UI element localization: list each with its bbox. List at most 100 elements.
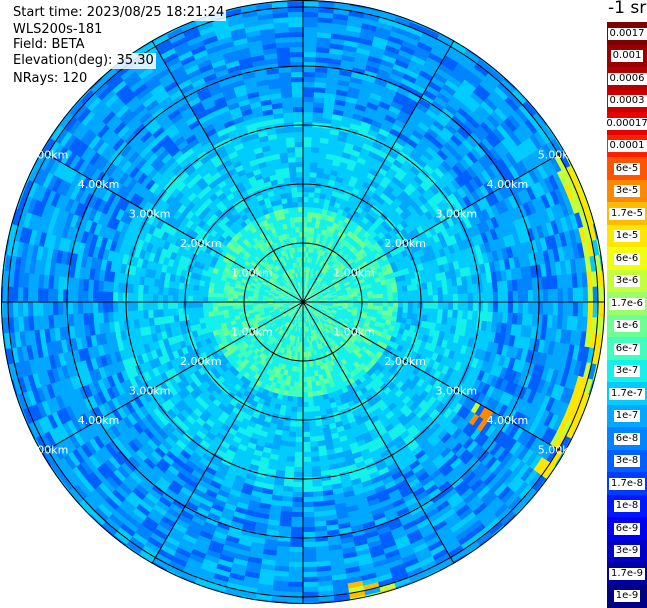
range-bin <box>294 382 299 388</box>
range-bin <box>548 289 554 303</box>
range-bin <box>498 302 504 313</box>
range-bin <box>303 207 308 212</box>
range-bin <box>533 290 539 303</box>
range-bin <box>302 582 318 588</box>
range-bin <box>302 547 316 553</box>
range-bin <box>483 302 489 312</box>
range-bin <box>293 392 299 398</box>
range-bin <box>443 294 449 302</box>
range-bin <box>578 287 584 303</box>
range-bin <box>303 187 309 193</box>
range-bin <box>368 302 373 306</box>
range-bin <box>453 302 459 311</box>
range-bin <box>310 167 318 173</box>
range-bin <box>388 293 394 298</box>
range-bin <box>299 377 304 382</box>
range-bin <box>308 411 315 417</box>
range-bin <box>377 289 383 294</box>
range-bin <box>311 376 316 382</box>
range-bin <box>423 302 429 309</box>
range-bin <box>289 557 304 563</box>
range-bin <box>294 462 303 468</box>
range-bin <box>303 437 311 443</box>
range-bin <box>303 57 317 63</box>
range-bin <box>303 117 313 123</box>
range-bin <box>309 431 317 437</box>
range-bin <box>463 293 469 302</box>
range-bin <box>533 302 539 315</box>
range-bin <box>310 172 318 178</box>
range-bin <box>290 421 297 427</box>
range-bin <box>302 502 313 508</box>
range-bin <box>568 302 574 317</box>
range-bin <box>290 522 303 528</box>
range-bin <box>303 82 315 88</box>
range-bin <box>303 32 318 38</box>
range-bin <box>302 527 315 533</box>
range-bin <box>583 302 589 318</box>
range-bin <box>303 172 310 178</box>
range-bin <box>303 152 311 158</box>
range-bin <box>303 157 311 163</box>
range-bin <box>309 177 316 183</box>
range-bin <box>518 291 524 303</box>
range-bin <box>588 287 594 303</box>
range-bin <box>309 187 316 193</box>
range-bin <box>310 451 319 457</box>
range-bin <box>311 147 320 153</box>
range-bin <box>303 222 308 227</box>
range-bin <box>303 67 316 73</box>
range-bin <box>303 102 314 108</box>
range-bin <box>302 587 318 593</box>
range-bin <box>299 367 303 372</box>
range-bin <box>373 302 378 306</box>
range-bin <box>488 292 494 303</box>
range-bin <box>303 237 307 242</box>
range-bin <box>528 290 534 303</box>
range-bin <box>290 532 303 538</box>
range-bin <box>373 294 379 299</box>
range-bin <box>290 527 303 533</box>
range-bin <box>413 302 419 308</box>
range-bin <box>289 426 297 432</box>
range-bin <box>473 302 479 312</box>
range-bin <box>442 309 448 317</box>
range-bin <box>573 288 579 303</box>
range-bin <box>292 502 304 508</box>
range-bin <box>297 412 303 418</box>
range-bin <box>303 197 309 203</box>
range-bin <box>292 396 298 402</box>
range-bin <box>313 396 319 402</box>
range-bin <box>303 217 308 222</box>
range-bin <box>543 289 549 303</box>
range-bin <box>303 192 309 198</box>
range-bin <box>423 295 429 302</box>
range-bin <box>437 309 443 317</box>
range-bin <box>288 572 303 578</box>
range-bin <box>287 577 303 583</box>
range-bin <box>363 302 368 306</box>
range-bin <box>353 296 359 299</box>
range-bin <box>287 446 296 452</box>
range-bin <box>303 97 315 103</box>
range-bin <box>302 497 313 503</box>
range-bin <box>508 291 514 303</box>
range-bin <box>518 302 524 314</box>
range-bin <box>303 432 311 438</box>
range-bin <box>302 557 317 563</box>
range-bin <box>303 137 312 143</box>
range-bin <box>303 27 318 33</box>
range-bin <box>498 292 504 303</box>
range-bin <box>288 431 296 437</box>
range-bin <box>312 391 318 397</box>
range-bin <box>302 562 317 568</box>
range-bin <box>289 547 303 553</box>
range-bin <box>302 457 311 463</box>
range-bin <box>578 302 584 318</box>
range-bin <box>523 302 529 315</box>
range-bin <box>303 422 310 428</box>
range-bin <box>287 441 295 447</box>
range-bin <box>302 467 312 473</box>
range-bin <box>298 382 303 387</box>
